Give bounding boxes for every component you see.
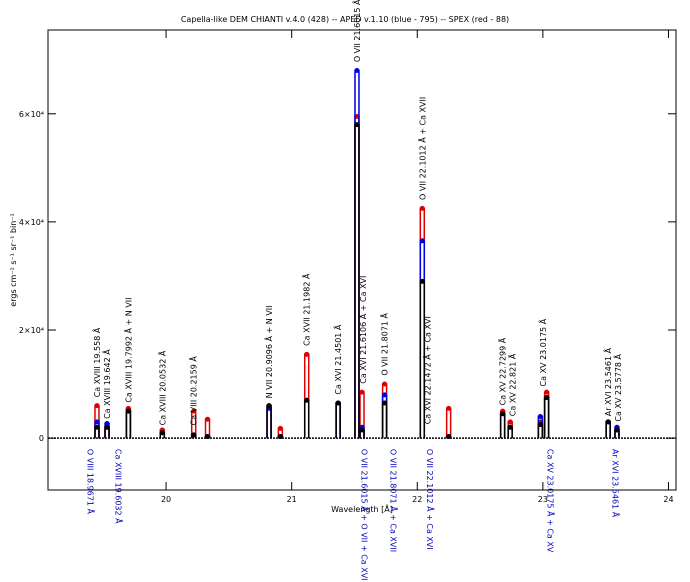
line-label: Ca XV 22.7299 Å (497, 337, 508, 405)
y-tick-label: 2×10⁴ (19, 326, 44, 335)
line-label: O VII 21.6015 Å + O VII + Ca XVI (360, 449, 371, 581)
line-label: Ar XVI 23.5461 Å (602, 347, 613, 416)
y-axis-label: ergs cm⁻² s⁻¹ sr⁻¹ bin⁻¹ (9, 213, 18, 306)
peak-point (446, 405, 452, 411)
x-tick-label: 21 (287, 495, 297, 504)
peak-point (191, 432, 197, 438)
y-tick-label: 4×10⁴ (19, 218, 44, 227)
peak-point (191, 408, 197, 414)
line-label: O VIII 18.9671 Å (86, 449, 97, 515)
line-label: O VII 21.6015 Å (351, 0, 362, 62)
peak-point (507, 424, 513, 430)
peak-point (537, 422, 543, 428)
stem (543, 396, 550, 439)
peak-point (446, 433, 452, 439)
stem (381, 402, 388, 439)
line-label: Ar XVI 23.5461 Å (611, 449, 622, 518)
y-tick-label: 6×10⁴ (19, 110, 44, 119)
line-label: Ca XVIII 19.558 Å (91, 327, 102, 397)
peak-point (544, 395, 550, 401)
peak-point (354, 68, 360, 74)
peak-point (159, 430, 165, 436)
stem (499, 413, 506, 439)
stem (445, 407, 452, 439)
line-label: Ca XV 23.0175 Å (537, 318, 548, 386)
y-tick-label: 0 (39, 434, 44, 443)
line-label: Ca XVI 21.4501 Å (332, 324, 343, 395)
x-tick-label: 22 (412, 495, 422, 504)
peak-point (104, 421, 110, 427)
peak-point (277, 433, 283, 439)
stem (303, 399, 310, 439)
peak-point (205, 416, 211, 422)
peak-point (359, 389, 365, 395)
peak-point (382, 400, 388, 406)
peak-point (304, 397, 310, 403)
line-label: Ca XVIII 19.642 Å (101, 349, 112, 419)
line-label: Ca XVIII 19.6032 Å (113, 449, 124, 524)
peak-point (419, 278, 425, 284)
stem (125, 410, 132, 439)
line-label: Ca XVII 21.1982 Å (301, 273, 312, 346)
line-label: Ca VIII 20.2159 Å (188, 356, 199, 426)
line-label: Ca XVI 22.1472 Å + Ca XVI (421, 316, 432, 424)
line-label: Ca XVIII 19.7992 Å + N VII (122, 297, 133, 402)
peak-point (125, 408, 131, 414)
chart-title: Capella-like DEM CHIANTI v.4.0 (428) -- … (181, 15, 509, 24)
line-label: O VII 22.1012 Å + Ca XVII (416, 97, 427, 200)
peak-point (94, 424, 100, 430)
line-label: Ca XV 22.821 Å (507, 353, 518, 416)
line-label: Ca XVIII 20.0532 Å (156, 350, 167, 425)
line-label: O VII 21.8071 Å + Ca XVII (388, 449, 399, 552)
peak-point (382, 392, 388, 398)
peak-point (500, 411, 506, 417)
peak-point (382, 381, 388, 387)
peak-point (537, 413, 543, 419)
line-label: N VII 20.9096 Å + N VII (263, 305, 274, 398)
peak-point (205, 433, 211, 439)
peak-point (359, 427, 365, 433)
line-label: O VII 21.8071 Å (379, 312, 390, 375)
peak-point (94, 403, 100, 409)
peak-point (335, 400, 341, 406)
stem (335, 402, 341, 439)
peak-point (354, 122, 360, 128)
peak-point (94, 419, 100, 425)
peak-point (419, 238, 425, 244)
x-tick-label: 20 (161, 495, 171, 504)
peak-point (605, 419, 611, 425)
plot-frame (47, 29, 677, 491)
x-axis-label: Wavelength [Å] (331, 503, 393, 514)
peak-point (419, 205, 425, 211)
peak-point (544, 389, 550, 395)
line-label: Ca XV 23.0175 Å + Ca XV (545, 449, 556, 553)
peak-point (104, 424, 110, 430)
peak-point (304, 351, 310, 357)
line-label: Ca XVI 21.6106 Å + Ca XVI (357, 276, 368, 384)
peak-point (614, 427, 620, 433)
peak-point (266, 403, 272, 409)
peak-point (277, 425, 283, 431)
line-label: Ca XV 23.5778 Å (612, 353, 623, 421)
x-tick-label: 24 (663, 495, 673, 504)
x-tick-label: 23 (538, 495, 548, 504)
line-label: O VII 22.1012 Å + Ca XVI (425, 449, 436, 550)
peak-point (507, 419, 513, 425)
